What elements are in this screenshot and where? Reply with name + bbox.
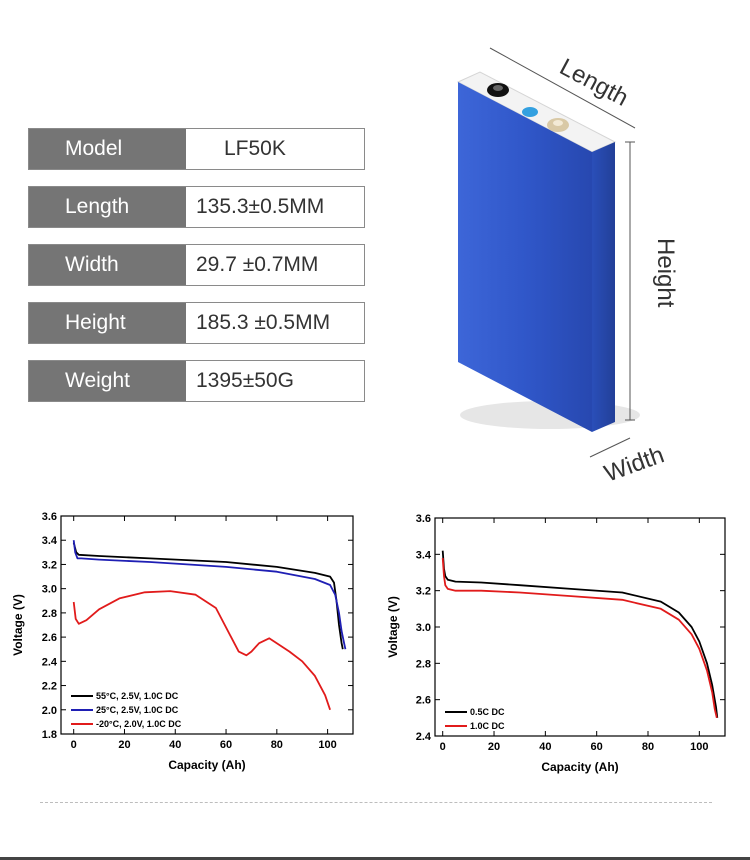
y-tick-label: 3.6	[416, 513, 431, 525]
temperature-discharge-chart-svg: 1.8 2.0 2.2 2.4 2.6 2.8 3.0 3.2 3.4 3.6 0 20 40 60 80 1…	[11, 511, 354, 772]
bottom-border	[0, 857, 750, 860]
rate-discharge-chart: 2.4 2.6 2.8 3.0 3.2 3.4 3.6 0 20 40 60 80 100 Capacit…	[383, 508, 738, 783]
x-axis-title: Capacity (Ah)	[541, 760, 618, 774]
x-tick-label: 80	[271, 739, 283, 751]
vent-icon	[522, 107, 538, 117]
series-line-0	[72, 542, 344, 650]
y-tick-label: 3.2	[416, 586, 431, 598]
y-tick-label: 3.0	[42, 584, 57, 596]
spec-label: Weight	[29, 361, 186, 401]
y-tick-label: 2.2	[42, 681, 57, 693]
rate-discharge-chart-svg: 2.4 2.6 2.8 3.0 3.2 3.4 3.6 0 20 40 60 80 100 Capacit…	[386, 513, 726, 774]
x-tick-label: 0	[440, 741, 446, 753]
divider	[40, 802, 712, 803]
y-tick-label: 3.4	[416, 549, 432, 561]
y-axis-title: Voltage (V)	[11, 594, 25, 656]
cell-front-face	[458, 82, 592, 432]
x-tick-label: 60	[591, 741, 603, 753]
legend-label: -20°C, 2.0V, 1.0C DC	[96, 719, 182, 729]
y-tick-label: 3.6	[42, 511, 57, 523]
spec-label: Width	[29, 245, 186, 285]
x-axis-title: Capacity (Ah)	[168, 758, 245, 772]
width-dimension-line	[589, 437, 631, 458]
spec-label: Height	[29, 303, 186, 343]
y-tick-label: 2.4	[42, 656, 58, 668]
series-line-0	[441, 550, 719, 718]
y-tick-label: 3.0	[416, 622, 431, 634]
series-line-2	[72, 590, 331, 711]
width-dimension-label: Width	[601, 441, 668, 487]
temperature-discharge-chart: 1.8 2.0 2.2 2.4 2.6 2.8 3.0 3.2 3.4 3.6 0 20 40 60 80 1…	[8, 506, 363, 781]
series-line-1	[441, 557, 718, 719]
plot-frame	[60, 515, 354, 735]
y-tick-label: 3.4	[42, 535, 58, 547]
y-tick-label: 2.8	[416, 658, 431, 670]
spec-label: Model	[29, 129, 186, 169]
y-tick-label: 2.6	[416, 695, 431, 707]
x-tick-label: 100	[690, 741, 708, 753]
spec-row-height: Height 185.3 ±0.5MM	[28, 302, 365, 344]
plot-frame	[434, 517, 726, 737]
y-tick-label: 2.0	[42, 705, 57, 717]
spec-row-length: Length 135.3±0.5MM	[28, 186, 365, 228]
x-tick-label: 40	[169, 739, 181, 751]
legend-label: 55°C, 2.5V, 1.0C DC	[96, 691, 179, 701]
y-tick-label: 2.8	[42, 608, 57, 620]
battery-cell-figure: Length Height Width	[440, 20, 750, 500]
spec-row-weight: Weight 1395±50G	[28, 360, 365, 402]
series-line-1	[72, 540, 347, 650]
battery-cell-illustration: Length Height Width	[456, 47, 679, 488]
spec-table: Model LF50K Length 135.3±0.5MM Width 29.…	[28, 128, 365, 418]
spec-label: Length	[29, 187, 186, 227]
x-tick-label: 100	[318, 739, 336, 751]
spec-value: 29.7 ±0.7MM	[186, 245, 364, 285]
length-dimension-label: Length	[555, 53, 632, 111]
cell-side-face	[592, 142, 615, 432]
spec-value: 185.3 ±0.5MM	[186, 303, 364, 343]
x-tick-label: 80	[642, 741, 654, 753]
spec-value: LF50K	[186, 129, 364, 169]
y-tick-label: 2.4	[416, 731, 432, 743]
terminal-center	[493, 85, 503, 91]
y-tick-label: 2.6	[42, 632, 57, 644]
x-tick-label: 20	[118, 739, 130, 751]
spec-row-model: Model LF50K	[28, 128, 365, 170]
x-tick-label: 40	[539, 741, 551, 753]
y-axis-title: Voltage (V)	[386, 596, 400, 658]
height-dimension-label: Height	[652, 238, 679, 308]
length-dimension-line	[489, 47, 636, 129]
x-tick-label: 0	[71, 739, 77, 751]
x-tick-label: 60	[220, 739, 232, 751]
y-tick-label: 1.8	[42, 729, 57, 741]
spec-row-width: Width 29.7 ±0.7MM	[28, 244, 365, 286]
legend-label: 0.5C DC	[470, 707, 505, 717]
legend-label: 25°C, 2.5V, 1.0C DC	[96, 705, 179, 715]
legend-label: 1.0C DC	[470, 721, 505, 731]
spec-value: 135.3±0.5MM	[186, 187, 364, 227]
terminal-center	[553, 120, 563, 126]
y-tick-label: 3.2	[42, 559, 57, 571]
spec-value: 1395±50G	[186, 361, 364, 401]
x-tick-label: 20	[488, 741, 500, 753]
